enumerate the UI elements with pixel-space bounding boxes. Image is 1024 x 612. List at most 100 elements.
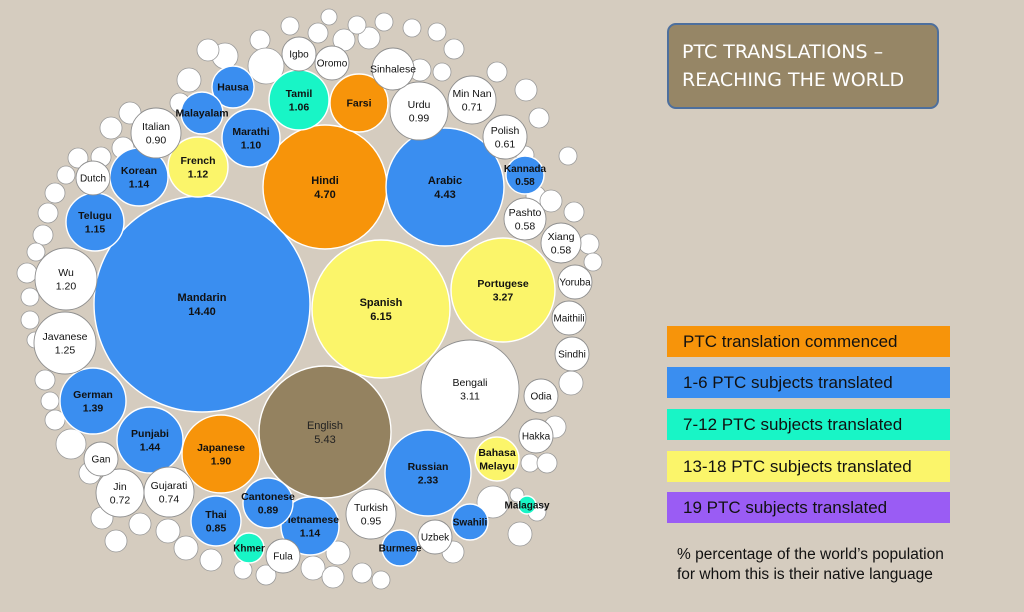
bubble-label-japanese: Japanese (197, 442, 245, 454)
filler-bubble (233, 560, 253, 580)
filler-bubble (432, 62, 452, 82)
bubble-label-farsi: Farsi (346, 98, 371, 110)
bubble-hausa (211, 65, 255, 109)
bubble-value-min-nan: 0.71 (462, 101, 483, 113)
population-note: % percentage of the world’s population f… (677, 545, 1007, 585)
bubble-malayalam (180, 91, 224, 135)
bubble-value-mandarin: 14.40 (188, 306, 216, 318)
title-line-1: PTC TRANSLATIONS – (682, 41, 884, 63)
filler-bubble (583, 252, 603, 272)
filler-bubble (427, 22, 447, 42)
bubble-label-turkish: Turkish (354, 502, 388, 514)
bubble-value-german: 1.39 (83, 402, 104, 414)
bubble-cantonese (242, 477, 294, 529)
bubble-javanese (33, 311, 97, 375)
filler-bubble (476, 485, 510, 519)
filler-bubble (255, 564, 277, 586)
filler-bubble (173, 535, 199, 561)
filler-bubble (351, 562, 373, 584)
bubble-label-english: English (307, 420, 343, 432)
bubble-arabic (385, 127, 505, 247)
bubble-label-malayalam: Malayalam (175, 108, 228, 120)
bubble-bahasa-melayu (474, 436, 520, 482)
bubble-label-thai: Thai (205, 509, 227, 521)
bubble-label-bengali: Bengali (452, 377, 487, 389)
bubble-english (258, 365, 392, 499)
bubble-label-marathi: Marathi (232, 126, 269, 138)
filler-bubble (563, 201, 585, 223)
bubble-fula (265, 538, 301, 574)
bubble-swahili (451, 503, 489, 541)
bubble-label-russian: Russian (408, 461, 449, 473)
bubble-telugu (65, 192, 125, 252)
bubble-urdu (389, 81, 449, 141)
bubble-label-khmer: Khmer (233, 544, 265, 555)
filler-bubble (307, 22, 329, 44)
bubble-label-uzbek: Uzbek (421, 533, 450, 544)
bubble-value-french: 1.12 (188, 168, 209, 180)
filler-bubble (320, 8, 338, 26)
bubble-bengali (420, 339, 520, 439)
filler-bubble (20, 287, 40, 307)
bubble-oromo (314, 45, 350, 81)
filler-bubble (507, 521, 533, 547)
bubble-value-telugu: 1.15 (85, 223, 106, 235)
bubble-label-wu: Wu (58, 267, 74, 279)
bubble-value-hindi: 4.70 (314, 189, 335, 201)
bubble-label-cantonese: Cantonese (241, 491, 295, 503)
bubble-label-arabic: Arabic (428, 175, 462, 187)
bubble-xiang (540, 222, 582, 264)
bubble-label-swahili: Swahili (453, 518, 488, 529)
bubble-jin (95, 468, 145, 518)
filler-bubble (196, 38, 220, 62)
bubble-label-mandarin: Mandarin (178, 292, 227, 304)
legend-item-1-6: 1-6 PTC subjects translated (667, 367, 950, 398)
bubble-value-vietnamese: 1.14 (300, 527, 321, 539)
bubble-igbo (281, 36, 317, 72)
bubble-french (167, 136, 229, 198)
bubble-label-portugese: Portugese (477, 278, 529, 290)
bubble-kannada (505, 155, 545, 195)
filler-bubble (520, 453, 540, 473)
bubble-label-fula: Fula (273, 552, 293, 563)
bubble-italian (130, 107, 182, 159)
bubble-hakka (518, 418, 554, 454)
filler-bubble (44, 182, 66, 204)
bubble-label-xiang: Xiang (548, 231, 575, 243)
bubble-label-french: French (180, 155, 215, 167)
bubble-burmese (381, 529, 419, 567)
bubble-label-igbo: Igbo (289, 50, 309, 61)
bubble-label-javanese: Javanese (43, 331, 88, 343)
bubble-value-arabic: 4.43 (434, 189, 455, 201)
bubble-label-hausa: Hausa (217, 82, 249, 94)
filler-bubble (558, 146, 578, 166)
bubble-uzbek (417, 519, 453, 555)
bubble-label-hakka: Hakka (522, 432, 551, 443)
bubble-label-maithili: Maithili (553, 314, 584, 325)
bubble-label-spanish: Spanish (360, 297, 403, 309)
bubble-value-japanese: 1.90 (211, 455, 232, 467)
filler-bubble (44, 409, 66, 431)
bubble-gan (83, 441, 119, 477)
bubble-marathi (221, 108, 281, 168)
bubble-label-pashto: Pashto (509, 207, 542, 219)
bubble-label-dutch: Dutch (80, 174, 106, 185)
bubble-value-turkish: 0.95 (361, 515, 382, 527)
bubble-value-spanish: 6.15 (370, 311, 391, 323)
bubble-label-malagasy: Malagasy (504, 501, 549, 512)
bubble-value-english: 5.43 (314, 434, 335, 446)
filler-bubble (34, 369, 56, 391)
bubble-value-urdu: 0.99 (409, 112, 430, 124)
filler-bubble (325, 540, 351, 566)
bubble-farsi (329, 73, 389, 133)
filler-bubble (300, 555, 326, 581)
bubble-value-marathi: 1.10 (241, 139, 262, 151)
legend-item-commenced: PTC translation commenced (667, 326, 950, 357)
bubble-german (59, 367, 127, 435)
filler-bubble (402, 18, 422, 38)
bubble-label-telugu: Telugu (78, 210, 112, 222)
bubble-sinhalese (371, 47, 415, 91)
bubble-malagasy (517, 495, 537, 515)
legend-item-13-18: 13-18 PTC subjects translated (667, 451, 950, 482)
filler-bubble (176, 67, 202, 93)
